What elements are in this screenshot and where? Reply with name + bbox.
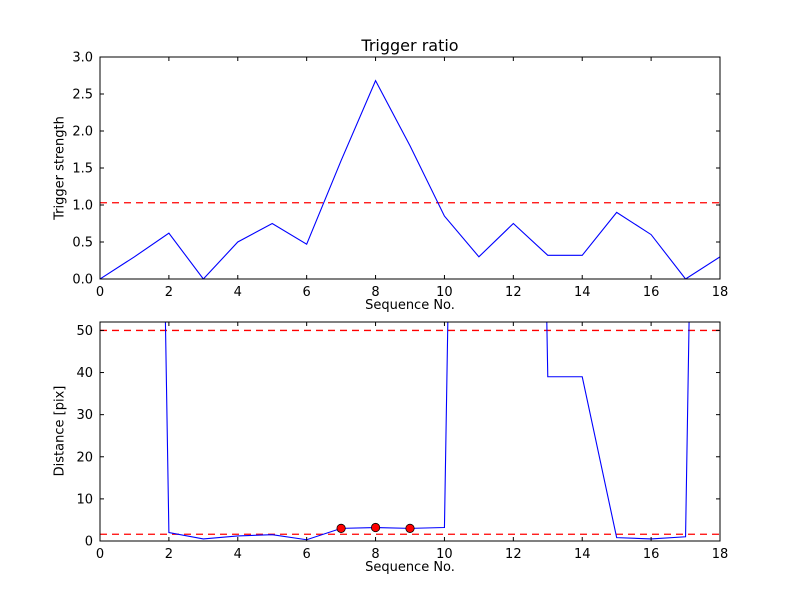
x-tick-label: 8 (371, 547, 379, 562)
x-tick-label: 4 (234, 547, 242, 562)
x-tick-label: 4 (234, 285, 242, 300)
distance-plot: 0 2 4 6 8 10 12 14 16 18 0 10 20 30 40 50 (76, 321, 729, 562)
y-tick-label: 40 (76, 366, 93, 381)
y-tick-label: 0 (85, 535, 93, 550)
x-tick-label: 16 (643, 547, 660, 562)
axes-frame (99, 321, 721, 542)
x-tick-label: 2 (165, 285, 173, 300)
x-tick-label: 6 (303, 547, 311, 562)
marker-point (405, 523, 415, 533)
y-tick-label: 30 (76, 408, 93, 423)
bottom-x-axis-label: Sequence No. (365, 560, 455, 575)
trigger-strength-plot: 0 2 4 6 8 10 12 14 16 18 0.0 0.5 1.0 1.5 2.0 2.5 3.0 (72, 51, 728, 301)
y-tick-label: 1.0 (72, 199, 93, 214)
y-tick-label: 2.5 (72, 88, 93, 103)
marker-point (370, 522, 381, 533)
y-tick-label: 1.5 (72, 162, 93, 177)
bottom-y-axis-label: Distance [pix] (52, 385, 68, 477)
y-tick-label: 20 (76, 450, 93, 465)
x-tick-label: 6 (303, 285, 311, 300)
y-tick-label: 0.0 (72, 273, 93, 288)
chart-title: Trigger ratio (361, 36, 459, 55)
top-y-axis-label: Trigger strength (52, 116, 68, 220)
y-tick-label: 3.0 (72, 51, 93, 66)
y-tick-label: 50 (76, 324, 93, 339)
axes-frame (99, 56, 721, 280)
x-tick-label: 10 (436, 547, 453, 562)
x-tick-label: 2 (165, 547, 173, 562)
x-tick-label: 12 (505, 285, 522, 300)
x-tick-label: 8 (371, 285, 379, 300)
x-tick-label: 14 (574, 285, 591, 300)
x-tick-label: 18 (712, 285, 729, 300)
marker-point (336, 523, 346, 533)
x-tick-label: 16 (643, 285, 660, 300)
x-tick-label: 0 (96, 547, 104, 562)
top-x-axis-label: Sequence No. (365, 298, 455, 313)
x-tick-label: 14 (574, 547, 591, 562)
data-line (164, 322, 690, 541)
data-line (100, 79, 720, 279)
x-tick-label: 10 (436, 285, 453, 300)
y-tick-label: 2.0 (72, 125, 93, 140)
x-tick-label: 0 (96, 285, 104, 300)
y-tick-label: 10 (76, 492, 93, 507)
y-tick-label: 0.5 (72, 236, 93, 251)
x-tick-label: 12 (505, 547, 522, 562)
x-tick-label: 18 (712, 547, 729, 562)
